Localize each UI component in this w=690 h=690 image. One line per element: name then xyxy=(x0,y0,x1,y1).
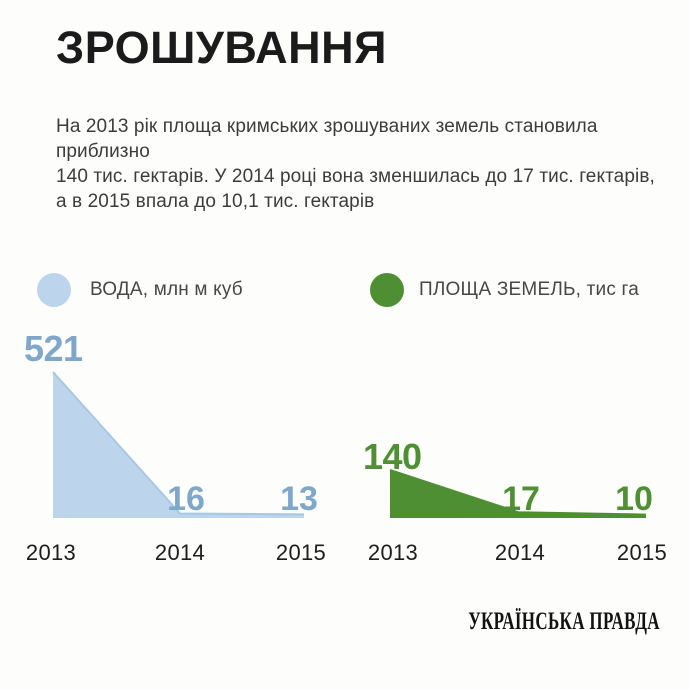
water-value-2015: 13 xyxy=(280,480,318,518)
land-value-2015: 10 xyxy=(615,480,653,518)
land-axis-year-2014: 2014 xyxy=(494,540,546,565)
water-value-2014: 16 xyxy=(167,480,205,518)
land-legend-dot xyxy=(370,273,404,307)
water-area-edge xyxy=(52,371,305,516)
page-title: ЗРОШУВАННЯ xyxy=(56,22,387,73)
land-legend-label: ПЛОЩА ЗЕМЕЛЬ, тис га xyxy=(419,279,639,300)
water-area-fill xyxy=(53,372,304,518)
land-axis-year-2015: 2015 xyxy=(616,540,668,565)
land-value-2014: 17 xyxy=(502,480,540,518)
description-line-2: 140 тис. гектарів. У 2014 році вона змен… xyxy=(56,166,655,187)
water-axis-year-2013: 2013 xyxy=(25,540,77,565)
water-area-chart xyxy=(52,371,305,518)
land-area-edge xyxy=(389,469,647,516)
description-text: На 2013 рік площа кримських зрошуваних з… xyxy=(56,114,690,214)
water-value-2013: 521 xyxy=(24,328,83,369)
water-axis-year-2015: 2015 xyxy=(275,540,327,565)
water-legend-label: ВОДА, млн м куб xyxy=(90,279,243,300)
ukrainska-pravda-logo: УКРАЇНСЬКА ПРАВДА xyxy=(468,608,660,635)
description-line-1: На 2013 рік площа кримських зрошуваних з… xyxy=(56,116,598,162)
water-legend-dot xyxy=(37,273,71,307)
land-axis-year-2013: 2013 xyxy=(367,540,419,565)
description-line-3: а в 2015 впала до 10,1 тис. гектарів xyxy=(56,191,375,212)
water-axis-year-2014: 2014 xyxy=(154,540,206,565)
land-area-chart xyxy=(389,469,647,518)
land-area-fill xyxy=(390,470,646,518)
